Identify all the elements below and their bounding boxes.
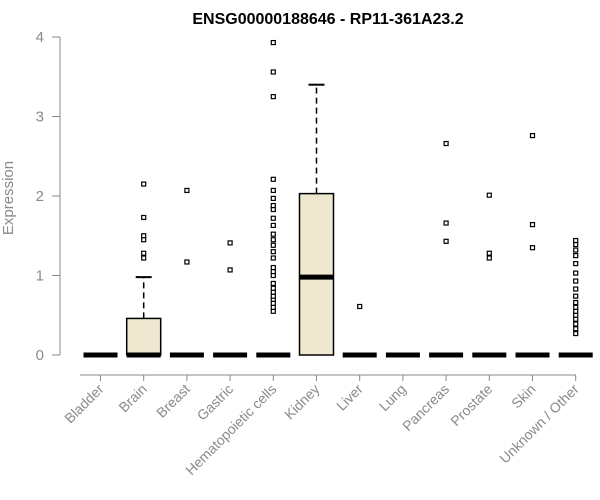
outlier-point (443, 220, 449, 226)
outlier-point (270, 249, 276, 255)
outlier-point (270, 231, 276, 237)
outlier-point (270, 195, 276, 201)
y-tick-label: 2 (36, 188, 44, 205)
box-rect (298, 192, 335, 356)
outlier-point (141, 181, 147, 187)
outlier-point (270, 215, 276, 221)
outlier-point (573, 278, 579, 284)
outlier-point (270, 237, 276, 243)
outlier-point (529, 245, 536, 251)
outlier-point (573, 321, 579, 327)
outlier-point (141, 250, 147, 256)
y-tick-label: 3 (36, 109, 44, 126)
box-unknown-other (558, 237, 593, 358)
outlier-point (357, 303, 363, 310)
outlier-point (270, 69, 276, 75)
outlier-point (270, 176, 276, 182)
outlier-point (486, 250, 492, 256)
outlier-point (573, 237, 579, 244)
outlier-point (573, 299, 579, 306)
x-tick-label: Brain (115, 381, 149, 415)
outlier-point (141, 255, 147, 261)
outlier-point (141, 214, 147, 221)
box-kidney (298, 83, 335, 356)
outlier-point (270, 187, 276, 194)
outlier-point (270, 39, 276, 46)
box-breast (169, 187, 204, 358)
box-pancreas (429, 140, 464, 358)
y-tick-label: 4 (36, 29, 44, 46)
box-brain (125, 181, 162, 358)
x-tick-label: Unknown / Other (496, 381, 582, 467)
outlier-point (529, 132, 536, 139)
boxes (83, 39, 593, 358)
chart-title: ENSG00000188646 - RP11-361A23.2 (192, 11, 463, 28)
y-tick-label: 0 (36, 347, 44, 364)
outlier-point (573, 293, 579, 299)
outlier-point (573, 286, 579, 292)
outlier-point (270, 202, 276, 209)
outlier-point (573, 270, 579, 276)
outlier-point (270, 285, 276, 291)
outlier-point (184, 187, 190, 194)
x-tick-label: Liver (333, 381, 366, 414)
x-tick-label: Prostate (447, 381, 495, 429)
y-tick-label: 1 (36, 268, 44, 285)
x-tick-label: Bladder (61, 381, 107, 427)
outlier-point (270, 280, 276, 287)
outlier-point (443, 140, 449, 147)
x-tick-label: Skin (508, 381, 539, 412)
outlier-point (573, 326, 579, 332)
box-rect (125, 317, 162, 356)
outlier-point (270, 264, 276, 271)
outlier-point (227, 267, 233, 273)
box-prostate (472, 192, 507, 358)
outlier-point (573, 260, 579, 267)
y-axis-label: Expression (0, 161, 17, 235)
box-hematopoietic-cells (256, 39, 291, 358)
x-tick-label: Breast (153, 381, 193, 421)
outlier-point (573, 253, 579, 259)
y-ticks: 0 1 2 3 4 (36, 29, 60, 364)
outlier-point (270, 222, 276, 229)
box-liver (342, 303, 377, 358)
outlier-point (270, 242, 276, 248)
outlier-point (443, 238, 449, 244)
outlier-point (270, 255, 276, 261)
x-tick-label: Kidney (281, 381, 323, 423)
outlier-point (529, 222, 536, 228)
outlier-point (486, 192, 492, 198)
x-tick-label: Lung (376, 381, 409, 414)
outlier-point (486, 255, 492, 261)
outlier-point (573, 247, 579, 253)
x-tick-label: Pancreas (399, 381, 452, 434)
x-tick-label: Gastric (194, 381, 237, 424)
outlier-point (270, 94, 276, 100)
outlier-point (227, 240, 233, 246)
outlier-point (573, 330, 579, 337)
box-gastric (213, 240, 248, 358)
outlier-point (141, 233, 147, 239)
box-skin (515, 132, 550, 358)
outlier-point (184, 259, 190, 265)
outlier-point (573, 304, 579, 310)
